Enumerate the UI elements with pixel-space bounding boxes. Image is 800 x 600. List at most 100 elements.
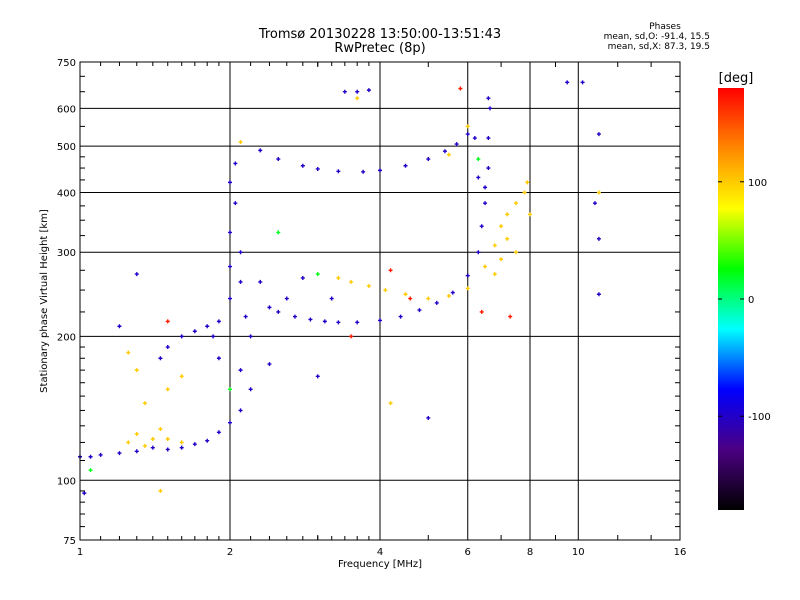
- data-point: [308, 317, 313, 322]
- data-point: [228, 296, 232, 301]
- data-point: [499, 224, 504, 229]
- x-tick-label: 10: [572, 547, 585, 558]
- data-point: [472, 136, 477, 141]
- data-point: [267, 362, 272, 367]
- chart-title-line1: Tromsø 20130228 13:50:00-13:51:43: [258, 27, 502, 42]
- plot-frame: [79, 61, 681, 541]
- data-point: [158, 356, 163, 361]
- data-point: [238, 279, 243, 284]
- data-point: [134, 272, 139, 277]
- data-point: [228, 387, 232, 392]
- phase-stats-x: mean, sd,X: 87.3, 19.5: [607, 42, 710, 52]
- data-point: [98, 452, 103, 457]
- data-point: [592, 201, 597, 206]
- data-point: [192, 329, 197, 334]
- colorbar-tick-label: 100: [748, 178, 767, 189]
- data-point: [465, 286, 470, 291]
- x-tick-label: 16: [674, 547, 687, 558]
- phase-stats: Phases mean, sd,O: -91.4, 15.5 mean, sd,…: [600, 22, 710, 52]
- data-point: [450, 290, 455, 295]
- data-point: [211, 334, 216, 339]
- chart-title-line2: RwPretec (8p): [334, 41, 426, 56]
- data-point: [165, 345, 170, 350]
- data-point: [403, 163, 408, 168]
- data-point: [483, 185, 488, 190]
- data-point: [366, 283, 371, 288]
- data-point: [342, 89, 347, 94]
- colorbar: [718, 88, 744, 510]
- y-tick-label: 500: [57, 142, 76, 153]
- data-point: [158, 427, 163, 432]
- data-point: [483, 264, 488, 269]
- y-tick-label: 750: [57, 58, 76, 69]
- data-point: [238, 250, 243, 255]
- x-tick-label: 1: [77, 547, 83, 558]
- data-point: [336, 320, 341, 325]
- y-tick-label: 400: [57, 188, 76, 199]
- data-point: [205, 324, 210, 329]
- data-point: [117, 324, 122, 329]
- data-point: [458, 86, 463, 91]
- x-tick-label: 6: [465, 547, 471, 558]
- data-point: [300, 275, 305, 280]
- data-point: [117, 451, 122, 456]
- data-point: [505, 212, 510, 217]
- data-point: [476, 250, 481, 255]
- data-point: [233, 201, 238, 206]
- data-point: [465, 132, 470, 137]
- data-point: [284, 296, 289, 301]
- data-point: [228, 180, 232, 185]
- data-point: [82, 491, 87, 496]
- data-point: [596, 236, 601, 241]
- data-point: [434, 300, 439, 305]
- data-point: [216, 356, 221, 361]
- data-point: [486, 166, 491, 171]
- data-point: [388, 401, 393, 406]
- data-point: [179, 374, 184, 379]
- data-point: [165, 387, 170, 392]
- data-point: [508, 314, 513, 319]
- x-tick-label: 2: [227, 547, 233, 558]
- data-point: [349, 279, 354, 284]
- data-point: [378, 318, 382, 323]
- phase-stats-header: Phases: [649, 22, 681, 32]
- y-tick-label: 300: [57, 248, 76, 259]
- data-point: [465, 273, 470, 278]
- y-tick-label: 75: [63, 536, 76, 547]
- data-point: [486, 96, 491, 101]
- data-point: [165, 436, 170, 441]
- data-point: [315, 166, 320, 171]
- y-tick-label: 200: [57, 332, 76, 343]
- data-point: [446, 152, 451, 157]
- data-point: [505, 236, 510, 241]
- data-point: [514, 250, 519, 255]
- data-point: [488, 106, 493, 111]
- data-point: [565, 80, 570, 85]
- data-point: [349, 334, 354, 339]
- data-point: [465, 124, 470, 129]
- data-point: [525, 180, 530, 185]
- data-point: [142, 443, 147, 448]
- data-point: [483, 201, 488, 206]
- data-point: [150, 445, 155, 450]
- data-point: [315, 272, 320, 277]
- x-axis-title: Frequency [MHz]: [338, 559, 422, 570]
- data-point: [329, 296, 334, 301]
- data-point: [454, 142, 459, 147]
- data-point: [522, 190, 527, 195]
- data-point: [426, 296, 431, 301]
- data-point: [378, 168, 382, 173]
- data-point: [192, 442, 197, 447]
- data-point: [361, 169, 366, 174]
- data-point: [126, 350, 131, 355]
- data-point: [126, 440, 131, 445]
- data-point: [336, 169, 341, 174]
- data-point: [150, 436, 155, 441]
- data-point: [388, 268, 393, 273]
- data-point: [446, 293, 451, 298]
- data-point: [383, 288, 388, 293]
- data-point: [233, 161, 238, 166]
- data-point: [267, 305, 272, 310]
- y-tick-label: 600: [57, 104, 76, 115]
- data-point: [248, 334, 253, 339]
